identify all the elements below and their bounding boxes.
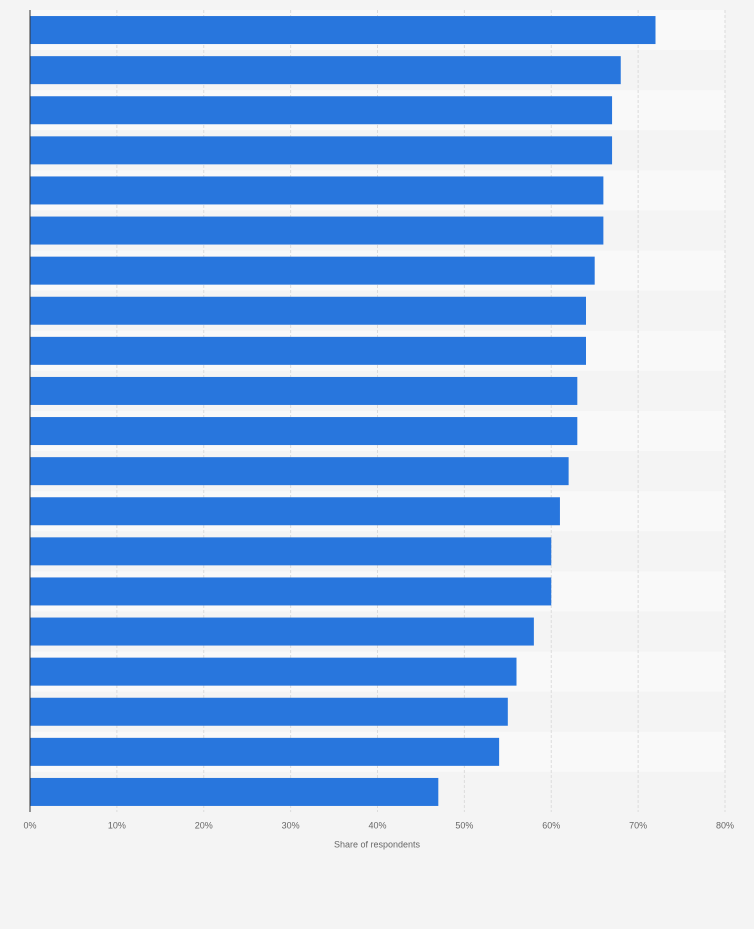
bar — [30, 657, 517, 686]
x-tick-label: 30% — [282, 820, 300, 830]
bar — [30, 136, 613, 165]
x-tick-label: 40% — [368, 820, 386, 830]
bar — [30, 176, 604, 205]
x-tick-label: 60% — [542, 820, 560, 830]
bar — [30, 697, 508, 726]
x-tick-label: 20% — [195, 820, 213, 830]
x-tick-label: 80% — [716, 820, 734, 830]
bar — [30, 56, 621, 85]
bar — [30, 497, 560, 526]
bar — [30, 577, 552, 606]
bar — [30, 296, 586, 325]
x-tick-label: 0% — [23, 820, 36, 830]
bar — [30, 777, 439, 806]
bar — [30, 336, 586, 365]
x-tick-label: 70% — [629, 820, 647, 830]
x-tick-label: 50% — [455, 820, 473, 830]
x-axis-label: Share of respondents — [334, 839, 421, 849]
bar — [30, 737, 500, 766]
bar — [30, 96, 613, 125]
bar — [30, 376, 578, 405]
bar — [30, 457, 569, 486]
bar — [30, 617, 534, 646]
x-tick-label: 10% — [108, 820, 126, 830]
bar — [30, 16, 656, 45]
bar — [30, 417, 578, 446]
bar — [30, 216, 604, 245]
bar — [30, 256, 595, 285]
bar — [30, 537, 552, 566]
